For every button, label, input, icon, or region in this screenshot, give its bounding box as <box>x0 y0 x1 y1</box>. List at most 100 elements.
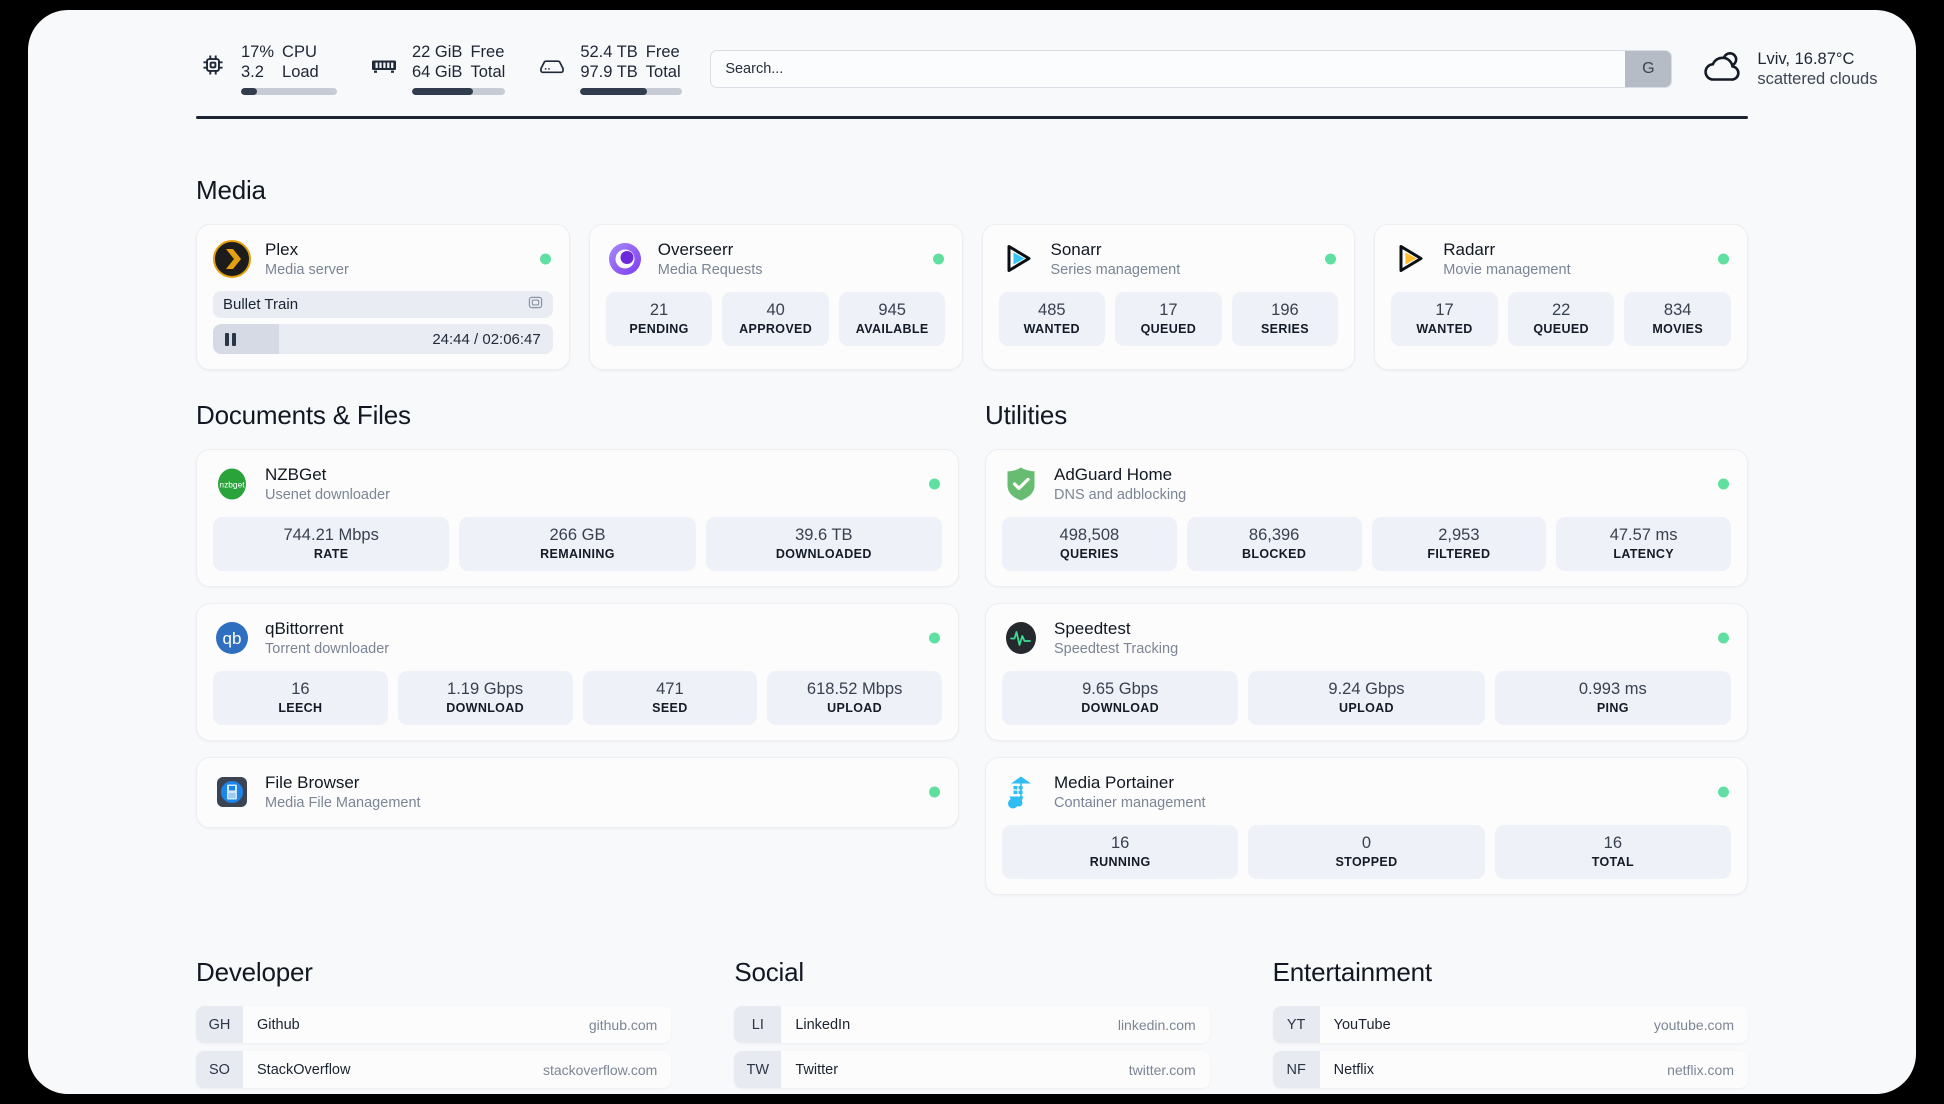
radarr-name: Radarr <box>1443 240 1496 259</box>
portainer-stat-total: 16 TOTAL <box>1494 825 1731 879</box>
bookmark-netflix[interactable]: NF Netflix netflix.com <box>1272 1051 1748 1088</box>
ram-value-top: 22 GiB <box>412 43 463 61</box>
service-card-sonarr[interactable]: Sonarr Series management 485 WANTED 17 Q… <box>981 224 1356 370</box>
adguard-stat-filtered: 2,953 FILTERED <box>1371 517 1547 571</box>
cpu-value-top: 17% <box>241 43 275 61</box>
portainer-name: Media Portainer <box>1054 773 1175 792</box>
speedtest-subtitle: Speedtest Tracking <box>1054 641 1179 657</box>
header-divider <box>196 116 1748 119</box>
stat-label: WANTED <box>1023 322 1080 336</box>
cpu-label-bottom: Load <box>282 62 319 81</box>
service-card-qbittorrent[interactable]: qb qBittorrent Torrent downloader 16 LEE… <box>196 603 959 741</box>
search-input[interactable] <box>711 51 1672 87</box>
stat-value: 1.19 Gbps <box>447 680 524 698</box>
disk-value-top: 52.4 TB <box>580 43 638 61</box>
portainer-stat-running: 16 RUNNING <box>1002 825 1239 879</box>
stat-value: 9.24 Gbps <box>1328 680 1405 698</box>
service-card-nzbget[interactable]: nzbget NZBGet Usenet downloader 744.21 M… <box>196 449 959 587</box>
stat-value: 0.993 ms <box>1578 680 1647 698</box>
adguard-status-indicator <box>1718 478 1729 490</box>
service-card-radarr[interactable]: Radarr Movie management 17 WANTED 22 QUE… <box>1374 224 1748 370</box>
weather-widget[interactable]: Lviv, 16.87°C scattered clouds <box>1700 49 1877 89</box>
radarr-stat-wanted: 17 WANTED <box>1391 292 1498 346</box>
stat-label: PING <box>1596 701 1629 715</box>
bookmark-group-title: Social <box>734 957 804 987</box>
pause-icon[interactable] <box>225 332 236 346</box>
file-browser-status-indicator <box>929 786 940 798</box>
plex-name: Plex <box>265 240 299 259</box>
qbittorrent-stat-upload: 618.52 Mbps UPLOAD <box>767 671 942 725</box>
nzbget-stat-remaining: 266 GB REMAINING <box>459 517 696 571</box>
bookmark-group-social: Social LI LinkedIn linkedin.com TW Twitt… <box>734 957 1210 1094</box>
ram-label-top: Free <box>470 43 505 61</box>
bookmark-github[interactable]: GH Github github.com <box>196 1006 672 1043</box>
qbittorrent-icon: qb <box>213 619 251 657</box>
plex-status-indicator <box>539 253 551 265</box>
cpu-usage-bar <box>241 88 337 95</box>
dashboard-page: 17% 3.2 CPU Load <box>28 10 1916 1094</box>
plex-now-playing: Bullet Train <box>213 291 553 318</box>
stat-label: DOWNLOAD <box>1081 701 1160 715</box>
search-engine-button[interactable]: G <box>1625 51 1672 87</box>
adguard-stat-queries: 498,508 QUERIES <box>1002 517 1177 571</box>
service-card-adguard-home[interactable]: AdGuard Home DNS and adblocking 498,508 … <box>985 449 1748 587</box>
stat-value: 9.65 Gbps <box>1082 680 1159 698</box>
bookmark-linkedin[interactable]: LI LinkedIn linkedin.com <box>734 1006 1210 1043</box>
bookmark-twitter[interactable]: TW Twitter twitter.com <box>734 1051 1210 1088</box>
overseerr-status-indicator <box>932 253 944 265</box>
stat-label: BLOCKED <box>1241 547 1307 561</box>
service-card-overseerr[interactable]: Overseerr Media Requests 21 PENDING 40 A… <box>588 224 963 370</box>
speedtest-stat-upload: 9.24 Gbps UPLOAD <box>1248 671 1485 725</box>
nzbget-icon: nzbget <box>213 465 251 503</box>
stat-value: 498,508 <box>1059 526 1120 544</box>
stat-label: TOTAL <box>1591 855 1634 869</box>
disk-label-top: Free <box>645 43 680 61</box>
bookmark-url: youtube.com <box>1653 1016 1734 1033</box>
file-browser-icon <box>213 773 251 811</box>
cpu-value-bottom: 3.2 <box>241 62 264 81</box>
service-card-media-portainer[interactable]: Media Portainer Container management 16 … <box>985 757 1748 895</box>
bookmarks-section: Developer GH Github github.com SO StackO… <box>196 957 1748 1094</box>
nzbget-stat-rate: 744.21 Mbps RATE <box>213 517 450 571</box>
bookmark-url: linkedin.com <box>1117 1016 1196 1033</box>
cpu-icon <box>196 43 230 87</box>
service-card-plex[interactable]: Plex Media server Bullet Train <box>196 224 570 370</box>
portainer-status-indicator <box>1718 786 1729 798</box>
stat-label: AVAILABLE <box>855 322 929 336</box>
bookmark-name: YouTube <box>1333 1016 1391 1033</box>
plex-icon <box>213 240 251 278</box>
radarr-icon <box>1391 240 1429 278</box>
portainer-subtitle: Container management <box>1054 795 1206 811</box>
disk-value-bottom: 97.9 TB <box>580 62 638 81</box>
bookmark-name: StackOverflow <box>257 1061 351 1078</box>
stat-value: 86,396 <box>1248 526 1300 544</box>
svg-text:nzbget: nzbget <box>219 480 245 490</box>
cpu-label-top: CPU <box>282 43 317 61</box>
stat-value: 196 <box>1271 301 1299 319</box>
cast-icon[interactable] <box>528 295 543 315</box>
sonarr-icon <box>999 240 1037 278</box>
speedtest-icon <box>1002 619 1040 657</box>
overseerr-subtitle: Media Requests <box>657 262 763 278</box>
stat-label: SERIES <box>1260 322 1309 336</box>
page-header: 17% 3.2 CPU Load <box>196 10 1877 110</box>
bookmark-stackoverflow[interactable]: SO StackOverflow stackoverflow.com <box>196 1051 672 1088</box>
service-card-speedtest[interactable]: Speedtest Speedtest Tracking 9.65 Gbps D… <box>985 603 1748 741</box>
stat-value: 834 <box>1663 301 1692 319</box>
bookmark-youtube[interactable]: YT YouTube youtube.com <box>1272 1006 1748 1043</box>
stat-value: 39.6 TB <box>795 526 853 544</box>
adguard-shield-icon <box>1002 465 1040 503</box>
search-box[interactable]: G <box>710 50 1673 88</box>
qbittorrent-stat-seed: 471 SEED <box>582 671 758 725</box>
plex-progress-bar[interactable]: 24:44 / 02:06:47 <box>213 324 553 354</box>
service-card-file-browser[interactable]: File Browser Media File Management <box>196 757 959 828</box>
adguard-subtitle: DNS and adblocking <box>1054 487 1187 503</box>
bookmark-abbr: SO <box>196 1051 243 1088</box>
stat-label: QUEUED <box>1533 322 1589 336</box>
stat-value: 17 <box>1159 301 1178 319</box>
stat-value: 21 <box>649 301 669 319</box>
disk-usage-bar <box>580 88 683 95</box>
radarr-stat-queued: 22 QUEUED <box>1507 292 1615 346</box>
bookmark-group-developer: Developer GH Github github.com SO StackO… <box>196 957 672 1094</box>
plex-subtitle: Media server <box>265 262 349 278</box>
